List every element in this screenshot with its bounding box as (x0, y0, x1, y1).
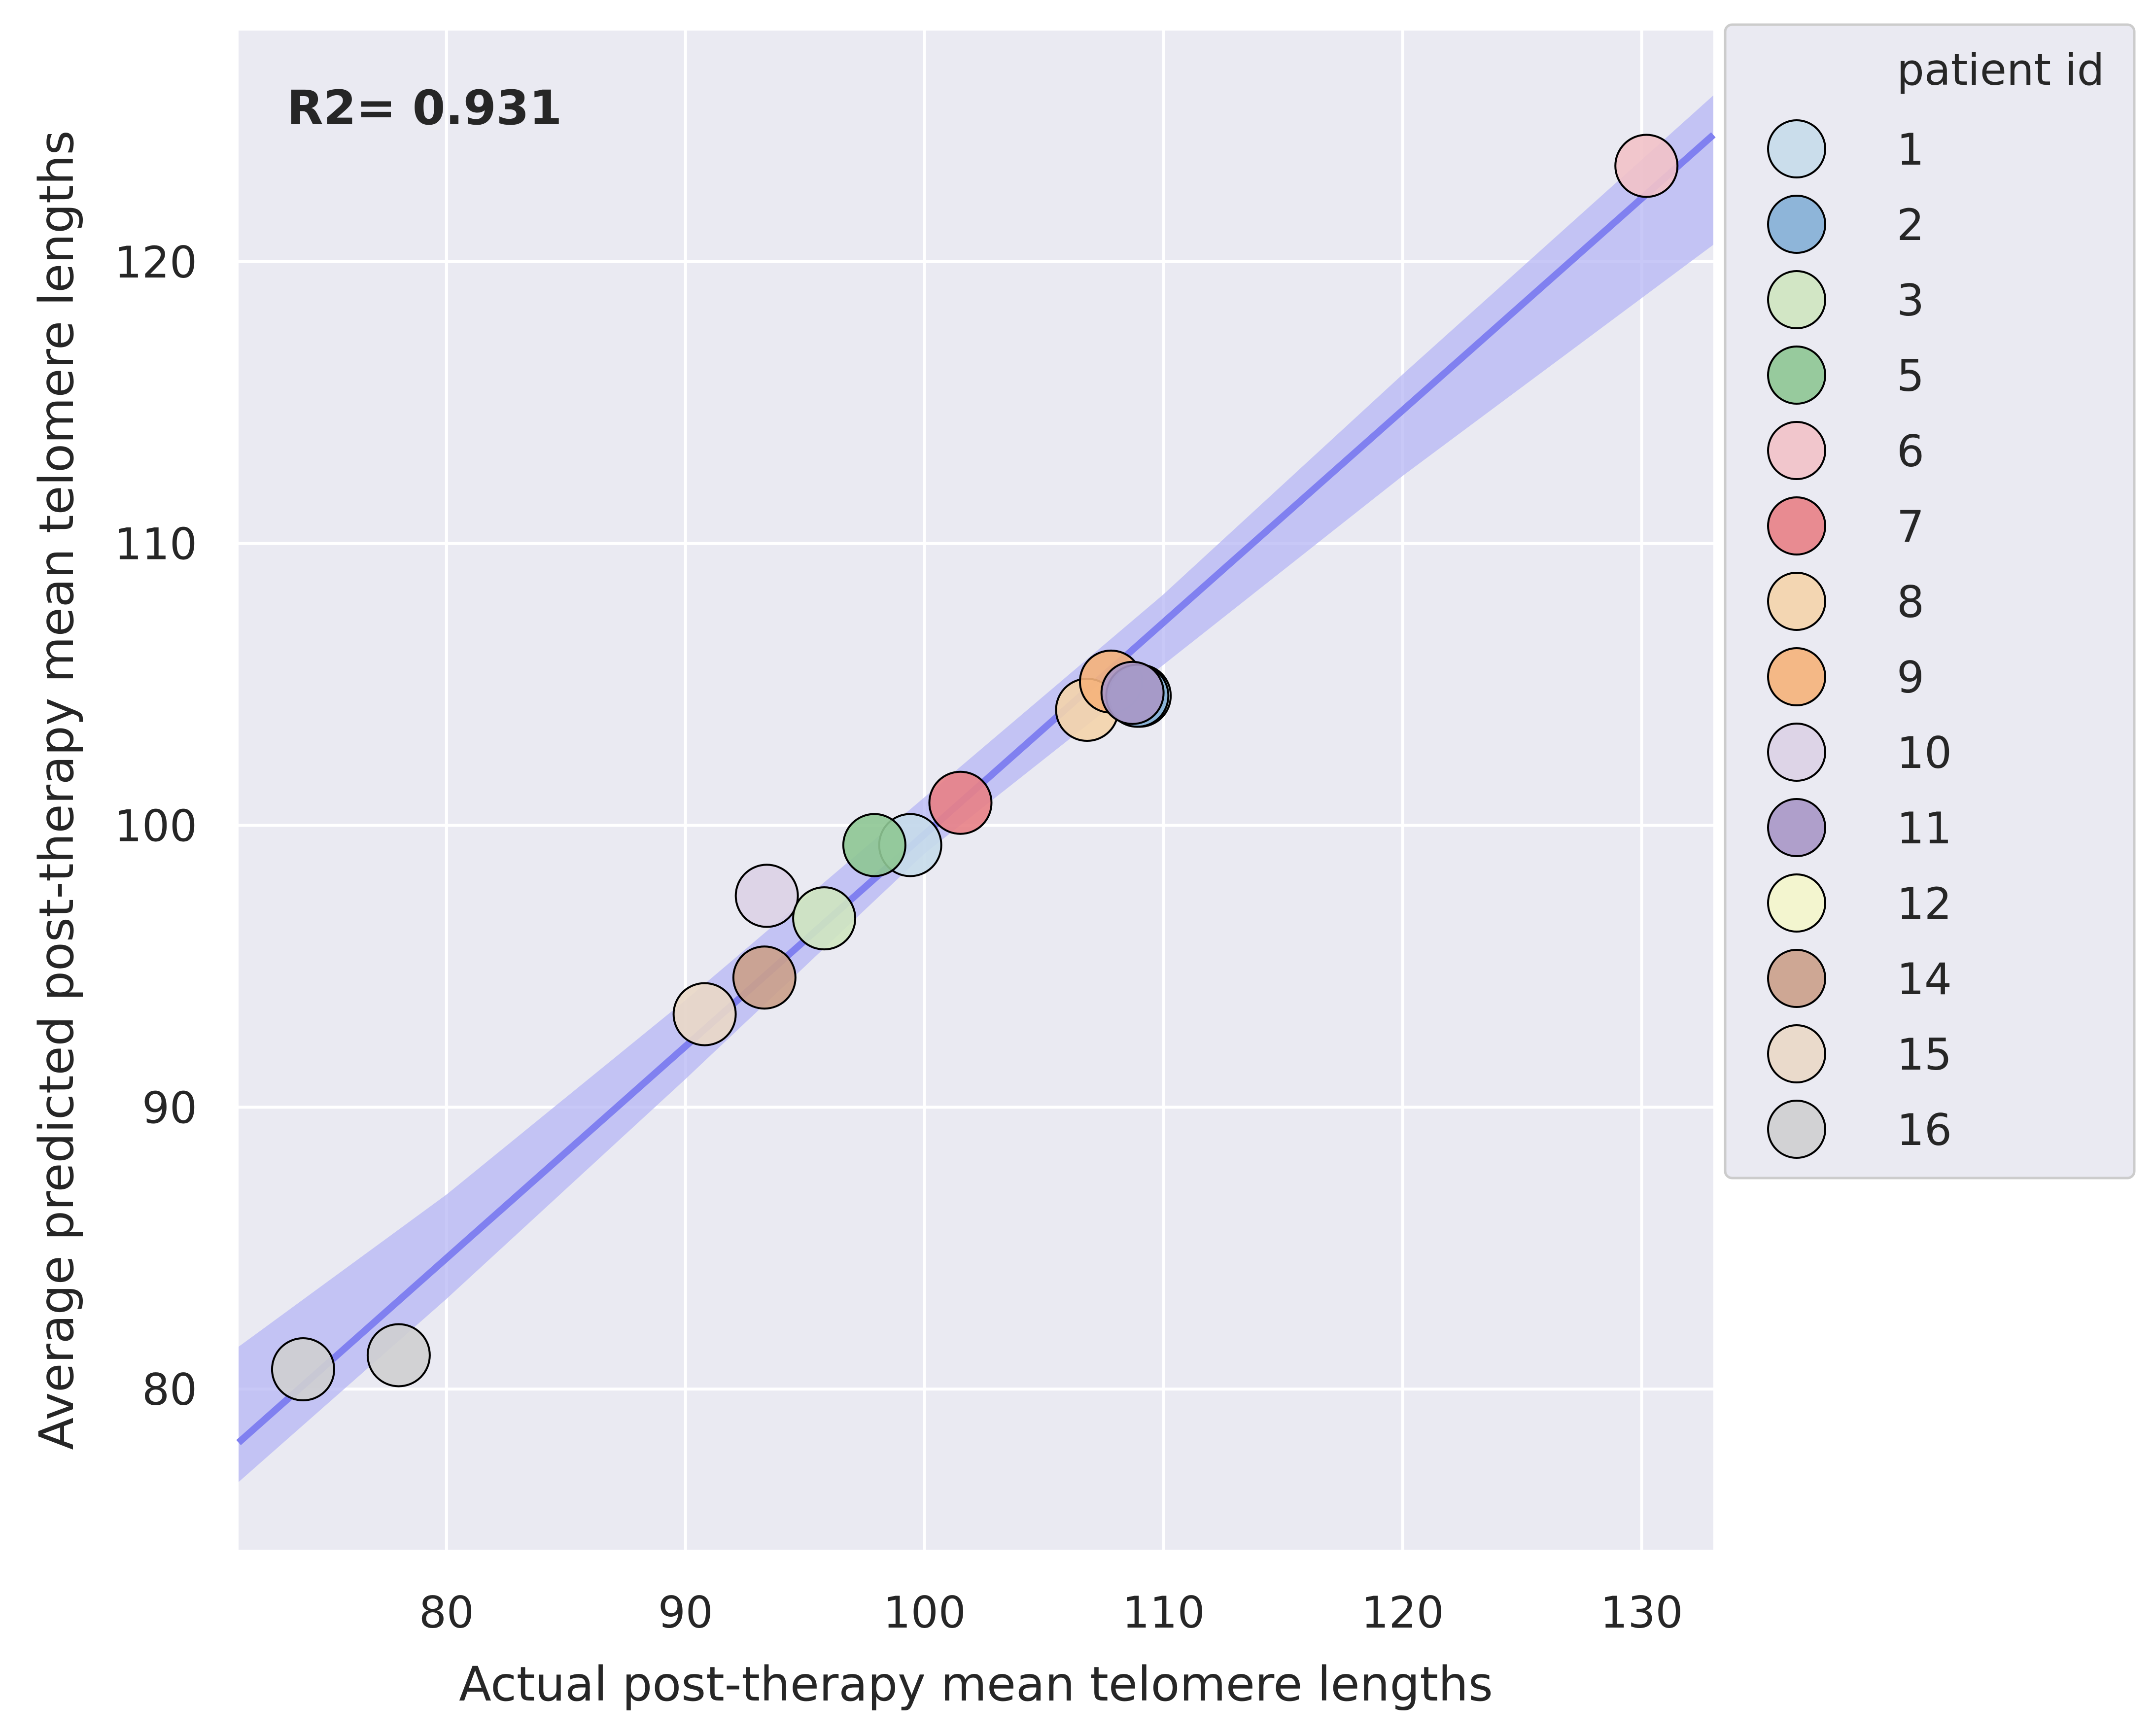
data-point (842, 813, 906, 877)
legend-label: 5 (1897, 350, 1924, 401)
legend-label: 11 (1897, 803, 1952, 854)
x-tick-labels: 80 90 100 110 120 130 (419, 1587, 1683, 1638)
legend-marker (1767, 572, 1826, 631)
x-tick-label: 80 (419, 1587, 474, 1638)
legend-marker (1767, 1024, 1826, 1083)
legend-label: 2 (1897, 200, 1924, 250)
legend-marker (1767, 496, 1826, 556)
y-tick-label: 100 (114, 800, 197, 851)
grid-lines (239, 31, 1713, 1550)
legend-label: 14 (1897, 954, 1952, 1005)
data-point (732, 945, 797, 1010)
data-point (672, 982, 737, 1046)
data-point (366, 1323, 431, 1388)
x-tick-label: 120 (1361, 1587, 1444, 1638)
y-tick-label: 80 (142, 1364, 197, 1415)
data-point (734, 864, 799, 928)
data-point (1614, 134, 1679, 198)
legend-label: 7 (1897, 501, 1924, 552)
legend-marker (1767, 949, 1826, 1008)
x-tick-label: 90 (658, 1587, 713, 1638)
legend-title: patient id (1897, 44, 2104, 95)
legend-label: 16 (1897, 1105, 1952, 1155)
y-axis-label: Average predicted post-therapy mean telo… (29, 130, 84, 1450)
r2-annotation: R2= 0.931 (287, 80, 562, 136)
data-point (271, 1337, 335, 1402)
legend-label: 15 (1897, 1029, 1952, 1080)
legend-label: 9 (1897, 652, 1924, 703)
legend-marker (1767, 270, 1826, 329)
data-points (271, 134, 1679, 1402)
legend-marker (1767, 798, 1826, 857)
legend-marker (1767, 421, 1826, 480)
y-tick-label: 120 (114, 237, 197, 288)
legend-marker (1767, 723, 1826, 782)
y-tick-label: 90 (142, 1082, 197, 1133)
data-point (1100, 660, 1165, 725)
x-axis-label: Actual post-therapy mean telomere length… (459, 1657, 1493, 1712)
legend-label: 12 (1897, 878, 1952, 929)
x-tick-label: 130 (1600, 1587, 1683, 1638)
data-point (792, 886, 857, 951)
legend-label: 8 (1897, 577, 1924, 627)
legend-marker (1767, 1100, 1826, 1159)
legend-marker (1767, 873, 1826, 933)
legend-marker (1767, 346, 1826, 405)
x-tick-label: 100 (883, 1587, 966, 1638)
legend-box (1724, 23, 2136, 1180)
legend-label: 1 (1897, 124, 1924, 175)
legend-label: 3 (1897, 275, 1924, 326)
legend-marker (1767, 195, 1826, 254)
legend-label: 10 (1897, 728, 1952, 778)
legend-marker (1767, 119, 1826, 178)
x-tick-label: 110 (1122, 1587, 1205, 1638)
legend-marker (1767, 647, 1826, 706)
y-tick-label: 110 (114, 519, 197, 570)
data-point (928, 770, 993, 835)
legend-label: 6 (1897, 426, 1924, 477)
y-tick-labels: 80 90 100 110 120 (114, 237, 197, 1415)
